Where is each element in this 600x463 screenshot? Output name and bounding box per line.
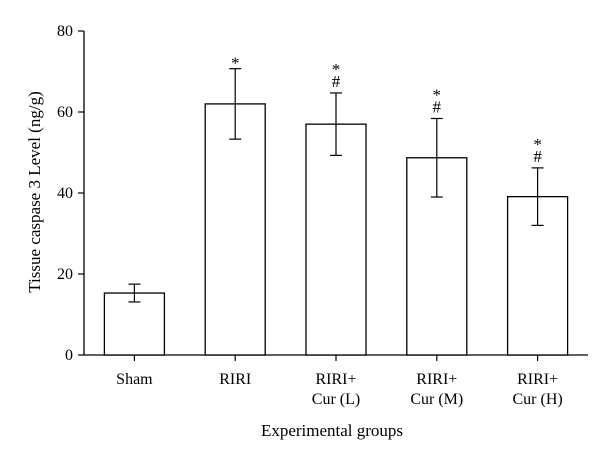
bar (103, 292, 166, 356)
significance-marker: # (332, 72, 341, 91)
x-tick-label: RIRI+ (315, 371, 356, 388)
y-tick-label: 20 (57, 266, 73, 283)
x-tick-label: Cur (L) (312, 391, 360, 408)
significance-marker: * (231, 54, 240, 73)
x-tick-label: RIRI+ (416, 371, 457, 388)
bar (305, 123, 367, 356)
y-tick-label: 60 (57, 104, 73, 121)
significance-marker: * (433, 85, 442, 104)
bar (204, 103, 266, 356)
x-axis: Sham RIRI RIRI+ Cur (L) RIRI+ Cur (M) RIRI+ Cur… (84, 354, 588, 408)
significance-marker: * (332, 60, 341, 79)
significance-marker: # (533, 147, 542, 166)
x-axis-title: Experimental groups (261, 421, 403, 440)
x-tick-label: Cur (M) (410, 391, 463, 408)
x-tick-label: Sham (116, 371, 153, 388)
y-axis: 0 20 40 60 80 (57, 23, 85, 364)
y-tick-label: 0 (65, 347, 73, 364)
bars: *#*#*#* (103, 54, 569, 356)
y-tick-label: 40 (57, 185, 73, 202)
significance-marker: # (433, 97, 442, 116)
significance-marker: * (533, 135, 542, 154)
y-axis-title: Tissue caspase 3 Level (ng/g) (25, 91, 44, 292)
x-tick-label: RIRI (219, 371, 251, 388)
y-tick-label: 80 (57, 23, 73, 40)
x-tick-label: RIRI+ (517, 371, 558, 388)
x-tick-label: Cur (H) (512, 391, 562, 408)
